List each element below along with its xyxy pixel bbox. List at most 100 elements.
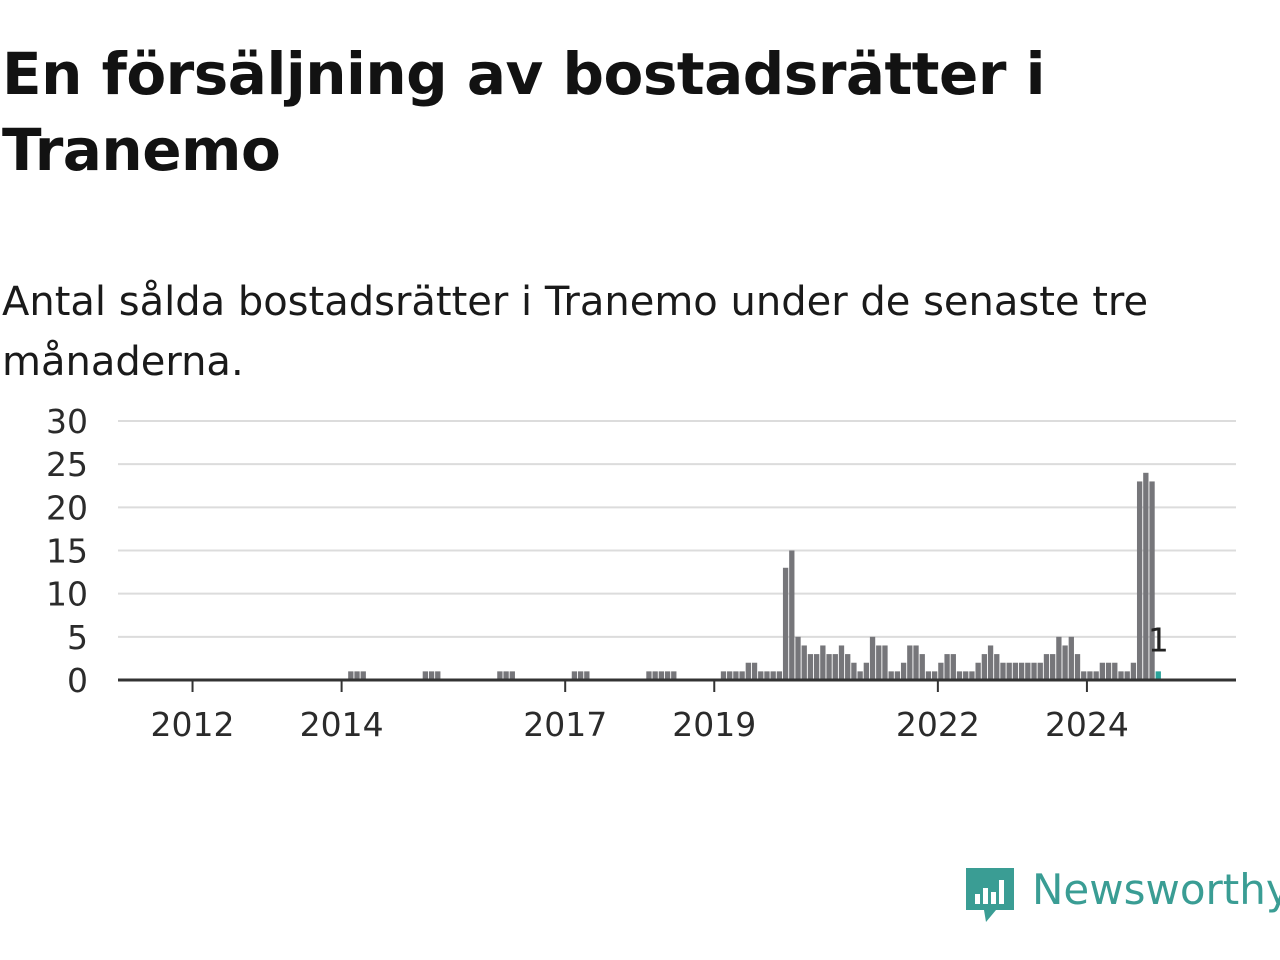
- bar: [882, 645, 888, 680]
- data-label: 1: [1148, 620, 1169, 659]
- bar: [571, 671, 578, 680]
- bar: [863, 662, 869, 680]
- bar: [758, 671, 764, 680]
- bar: [1143, 472, 1149, 680]
- y-tick-label: 20: [46, 488, 88, 527]
- bar: [857, 671, 863, 680]
- bar: [838, 645, 845, 680]
- bar: [813, 654, 820, 680]
- bar: [577, 671, 584, 680]
- bar: [925, 671, 932, 680]
- bar: [1050, 654, 1056, 680]
- bar: [963, 671, 969, 680]
- bar: [1112, 662, 1118, 680]
- bar: [503, 671, 509, 680]
- bar: [932, 671, 938, 680]
- bar: [1068, 636, 1074, 680]
- bar: [733, 671, 739, 680]
- bar: [727, 671, 733, 680]
- bar: [1031, 662, 1037, 680]
- bar: [658, 671, 665, 680]
- bar: [776, 671, 783, 680]
- bar: [584, 671, 590, 680]
- bar: [845, 654, 851, 680]
- bar: [987, 645, 994, 680]
- bar: [1149, 481, 1155, 680]
- bar: [807, 654, 814, 680]
- bar: [497, 671, 503, 680]
- bar: [1006, 662, 1012, 680]
- bar: [789, 550, 795, 680]
- bar: [664, 671, 671, 680]
- brand-name: Newsworthy: [1032, 865, 1280, 914]
- chart-title: En försäljning av bostadsrätter i Tranem…: [2, 40, 1046, 184]
- bar: [969, 671, 975, 680]
- bar: [832, 654, 838, 680]
- bar: [1012, 662, 1019, 680]
- bar: [876, 645, 882, 680]
- x-tick-label: 2024: [1045, 705, 1129, 744]
- bar: [509, 671, 515, 680]
- bar: [1155, 671, 1161, 680]
- bar: [851, 662, 857, 680]
- bar: [646, 671, 652, 680]
- bar: [1093, 671, 1099, 680]
- brand-logo: Newsworthy: [962, 864, 1280, 928]
- bar: [919, 654, 925, 680]
- bar: [1124, 671, 1130, 680]
- bar: [956, 671, 963, 680]
- x-tick-label: 2019: [672, 705, 756, 744]
- bar: [652, 671, 658, 680]
- x-tick-label: 2022: [896, 705, 980, 744]
- bar: [975, 662, 981, 680]
- bar: [1056, 636, 1062, 680]
- bar: [1081, 671, 1087, 680]
- bar: [913, 645, 919, 680]
- y-tick-label: 5: [67, 618, 88, 657]
- bar: [671, 671, 677, 680]
- x-tick-label: 2012: [151, 705, 235, 744]
- bar: [422, 671, 429, 680]
- bar: [751, 662, 758, 680]
- bar: [994, 654, 1000, 680]
- bar: [1018, 662, 1025, 680]
- bar: [782, 567, 789, 680]
- bar: [981, 654, 988, 680]
- bar: [1118, 671, 1124, 680]
- bar: [820, 645, 826, 680]
- bar: [944, 654, 950, 680]
- bar: [900, 662, 907, 680]
- bar: [888, 671, 894, 680]
- bar: [1074, 654, 1081, 680]
- bar: [354, 671, 360, 680]
- bar: [1136, 481, 1143, 680]
- y-tick-label: 0: [67, 661, 88, 700]
- bar: [869, 636, 876, 680]
- y-tick-label: 10: [46, 575, 88, 614]
- bar: [801, 645, 807, 680]
- bar: [720, 671, 727, 680]
- bar: [894, 671, 901, 680]
- bar: [907, 645, 913, 680]
- bar: [950, 654, 956, 680]
- bar: [1087, 671, 1093, 680]
- bar: [826, 654, 832, 680]
- bar: [435, 671, 441, 680]
- bar: [360, 671, 366, 680]
- bar: [1062, 645, 1068, 680]
- bar: [1043, 654, 1050, 680]
- chart-subtitle: Antal sålda bostadsrätter i Tranemo unde…: [2, 279, 1149, 385]
- y-tick-label: 25: [46, 445, 88, 484]
- bar: [739, 671, 745, 680]
- bar: [348, 671, 354, 680]
- bar: [745, 662, 751, 680]
- newsworthy-logo-icon: [966, 868, 1014, 922]
- bar: [770, 671, 776, 680]
- bar: [1130, 662, 1137, 680]
- bar: [938, 662, 944, 680]
- bar: [1025, 662, 1031, 680]
- bar-chart: 0 5 10 15 20 25 30 2012 2014 2017 2019 2022 2024 1: [46, 402, 1236, 744]
- x-tick-label: 2017: [523, 705, 607, 744]
- y-tick-label: 30: [46, 402, 88, 441]
- bar: [795, 636, 801, 680]
